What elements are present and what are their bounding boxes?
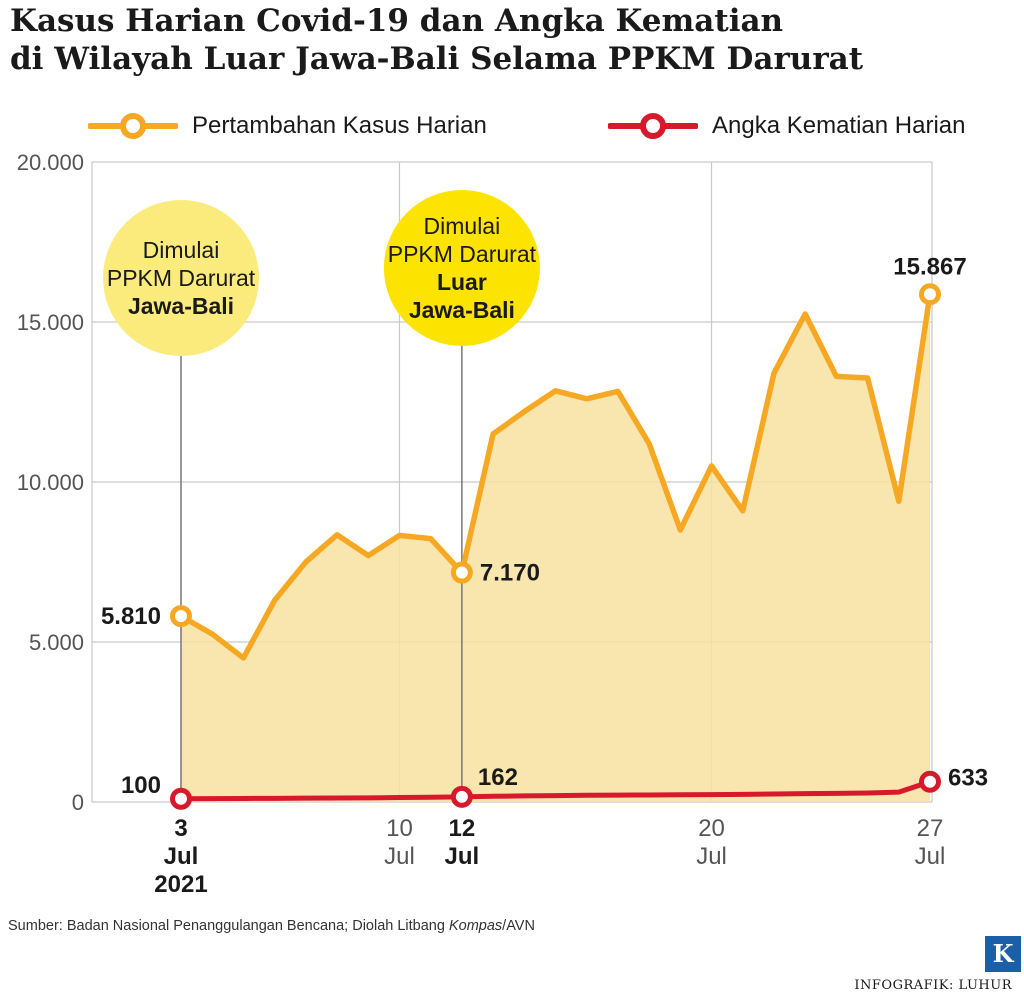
x-tick-label: 27 xyxy=(917,815,944,842)
annotation-text: Dimulai xyxy=(424,213,501,239)
x-tick-label: 3 xyxy=(174,815,187,842)
annotation-text: PPKM Darurat xyxy=(107,265,256,291)
x-tick-label: Jul xyxy=(915,843,946,870)
series-line-cases xyxy=(178,291,933,661)
y-tick-label: 20.000 xyxy=(17,150,84,175)
legend-label-deaths: Angka Kematian Harian xyxy=(712,112,966,139)
source-italic: Kompas xyxy=(448,918,503,934)
legend-item-deaths: Angka Kematian Harian xyxy=(608,106,965,146)
data-point xyxy=(170,787,192,810)
source-suffix: /AVN xyxy=(502,918,535,934)
x-tick-label: 12 xyxy=(449,815,476,842)
chart-title: Kasus Harian Covid-19 dan Angka Kematian… xyxy=(10,2,1010,78)
annotation-text: Dimulai xyxy=(143,237,220,263)
x-tick-label: Jul xyxy=(696,843,727,870)
annotation-text: PPKM Darurat xyxy=(388,241,537,267)
annotation-text: Jawa-Bali xyxy=(128,293,234,319)
data-label: 5.810 xyxy=(101,603,161,630)
data-label: 162 xyxy=(478,764,518,791)
x-tick-label: 10 xyxy=(386,815,413,842)
x-tick-label: 20 xyxy=(698,815,725,842)
y-tick-label: 15.000 xyxy=(17,310,84,335)
legend-item-cases: Pertambahan Kasus Harian xyxy=(88,106,487,146)
data-label: 100 xyxy=(121,772,161,799)
x-tick-label: 2021 xyxy=(154,871,207,898)
data-point xyxy=(450,785,473,808)
cases-area-fill xyxy=(181,294,930,802)
kompas-logo: K xyxy=(985,936,1021,972)
title-line-2: di Wilayah Luar Jawa-Bali Selama PPKM Da… xyxy=(10,41,864,77)
source-note: Sumber: Badan Nasional Penanggulangan Be… xyxy=(8,918,535,934)
source-prefix: Sumber: Badan Nasional Penanggulangan Be… xyxy=(8,918,449,934)
data-point xyxy=(919,283,941,306)
x-tick-label: Jul xyxy=(164,843,199,870)
data-label: 15.867 xyxy=(893,253,966,280)
x-tick-label: Jul xyxy=(384,843,415,870)
y-tick-label: 0 xyxy=(72,790,84,815)
annotation-circle xyxy=(103,200,259,356)
title-line-1: Kasus Harian Covid-19 dan Angka Kematian xyxy=(10,3,784,39)
data-point xyxy=(170,605,192,628)
credit-label: INFOGRAFIK: LUHUR xyxy=(854,978,1012,993)
data-point xyxy=(450,561,473,584)
annotation-text: Jawa-Bali xyxy=(409,297,515,323)
series-line-deaths xyxy=(178,779,933,802)
y-tick-label: 5.000 xyxy=(29,630,84,655)
legend-line-orange xyxy=(88,113,178,139)
data-point xyxy=(919,770,941,793)
annotation-text: Luar xyxy=(437,269,487,295)
annotation-circle xyxy=(383,190,540,346)
data-label: 633 xyxy=(948,765,988,792)
data-label: 7.170 xyxy=(480,560,540,587)
legend-label-cases: Pertambahan Kasus Harian xyxy=(192,112,487,139)
y-tick-label: 10.000 xyxy=(17,470,84,495)
x-tick-label: Jul xyxy=(445,843,480,870)
legend-line-red xyxy=(608,113,698,139)
